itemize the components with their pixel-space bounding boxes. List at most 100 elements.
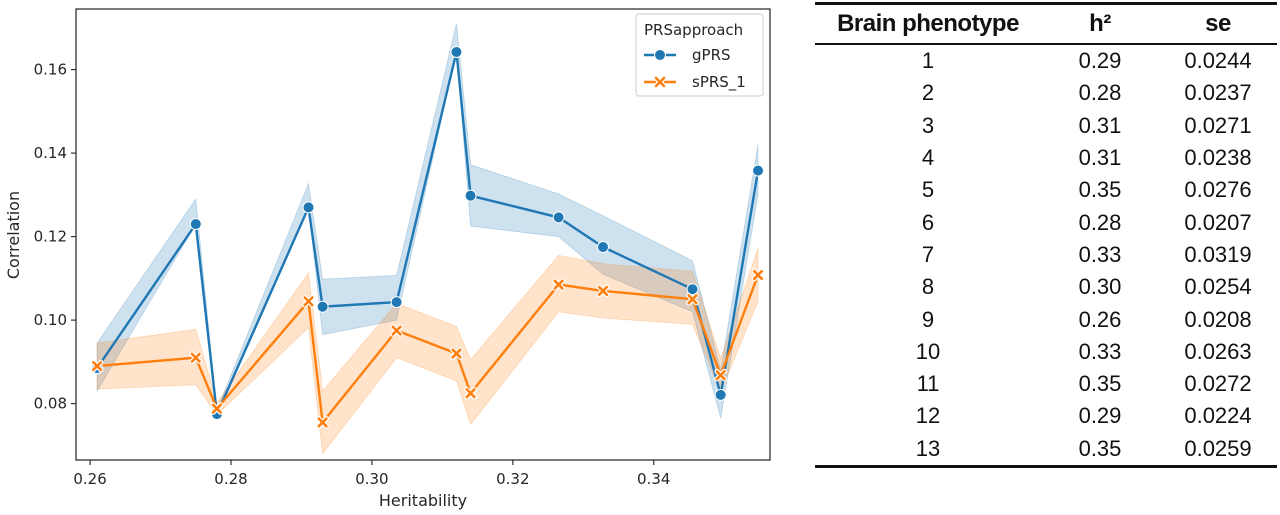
x-tick-label: 0.26 <box>73 470 106 488</box>
cell-se: 0.0207 <box>1184 209 1252 235</box>
line-chart: 0.26 0.28 0.30 0.32 0.34 0.08 0.10 0.12 0.14 0.1… <box>4 8 771 510</box>
cell-se: 0.0276 <box>1184 177 1252 203</box>
cell-se: 0.0259 <box>1184 435 1252 461</box>
data-point-sprs-1 <box>714 368 727 382</box>
data-point-sprs-1 <box>552 278 565 291</box>
cell-phenotype: 8 <box>921 274 935 300</box>
cell-se: 0.0238 <box>1184 145 1252 171</box>
cell-h2: 0.31 <box>1078 145 1122 171</box>
legend-box <box>635 13 764 97</box>
table-row: 4 0.31 0.0238 <box>815 142 1277 174</box>
cell-phenotype: 6 <box>921 209 935 235</box>
header-brain-phenotype: Brain phenotype <box>837 10 1019 37</box>
cell-phenotype: 13 <box>915 435 941 461</box>
y-tick-label: 0.14 <box>34 144 67 162</box>
data-point-sprs-1 <box>189 351 203 364</box>
cell-h2: 0.35 <box>1078 371 1122 397</box>
table-row: 9 0.26 0.0208 <box>815 303 1277 335</box>
cell-phenotype: 3 <box>921 112 935 138</box>
cell-h2: 0.29 <box>1078 48 1122 74</box>
legend-sprs-marker <box>653 75 667 89</box>
data-point-gprs <box>189 218 202 231</box>
data-point-sprs-1 <box>596 284 610 298</box>
legend-sprs-x-icon <box>653 75 667 89</box>
data-point-gprs <box>464 189 477 202</box>
table-header-row: Brain phenotype h² se <box>815 3 1277 44</box>
data-point-sprs-1 <box>450 347 463 360</box>
table-row: 13 0.35 0.0259 <box>815 433 1277 467</box>
cell-phenotype: 5 <box>921 177 935 203</box>
cell-se: 0.0254 <box>1184 274 1252 300</box>
cell-h2: 0.35 <box>1078 177 1122 203</box>
y-tick-label: 0.12 <box>34 228 67 246</box>
x-tick-label: 0.28 <box>214 470 247 488</box>
table-row: 11 0.35 0.0272 <box>815 368 1277 400</box>
table-row: 6 0.28 0.0207 <box>815 206 1277 238</box>
cell-h2: 0.28 <box>1078 209 1122 235</box>
cell-h2: 0.31 <box>1078 112 1122 138</box>
cell-se: 0.0271 <box>1184 112 1252 138</box>
cell-se: 0.0244 <box>1184 48 1252 74</box>
cell-h2: 0.28 <box>1078 80 1122 106</box>
y-axis-title: Correlation <box>4 191 23 279</box>
cell-h2: 0.33 <box>1078 241 1122 267</box>
table-row: 1 0.29 0.0244 <box>815 44 1277 77</box>
data-point-sprs-1 <box>210 402 224 415</box>
data-point-gprs <box>450 46 463 59</box>
legend-gprs-label: gPRS <box>692 46 731 64</box>
data-point-sprs-1 <box>316 416 329 429</box>
data-point-gprs <box>597 241 610 254</box>
data-point-gprs <box>714 388 727 401</box>
cell-se: 0.0263 <box>1184 338 1252 364</box>
cell-phenotype: 7 <box>921 241 935 267</box>
legend: PRSapproach gPRS sPRS_1 <box>635 13 764 97</box>
legend-title: PRSapproach <box>644 21 743 39</box>
cell-h2: 0.26 <box>1078 306 1122 332</box>
x-tick-label: 0.32 <box>496 470 529 488</box>
cell-se: 0.0319 <box>1184 241 1252 267</box>
cell-se: 0.0272 <box>1184 371 1252 397</box>
cell-se: 0.0237 <box>1184 80 1252 106</box>
table-row: 5 0.35 0.0276 <box>815 174 1277 206</box>
legend-gprs-marker <box>654 49 666 61</box>
x-tick-label: 0.34 <box>637 470 670 488</box>
table-row: 12 0.29 0.0224 <box>815 400 1277 432</box>
cell-phenotype: 1 <box>921 48 935 74</box>
data-point-sprs-1 <box>464 386 477 400</box>
legend-sprs-label: sPRS_1 <box>692 73 746 92</box>
cell-h2: 0.33 <box>1078 338 1122 364</box>
cell-h2: 0.29 <box>1078 403 1122 429</box>
table-row: 3 0.31 0.0271 <box>815 110 1277 142</box>
data-point-sprs-1 <box>390 324 403 337</box>
phenotype-table: Brain phenotype h² se 1 0.29 0.0244 2 0.28 0.… <box>815 2 1277 468</box>
x-axis-title: Heritability <box>379 491 467 510</box>
cell-h2: 0.35 <box>1078 435 1122 461</box>
table-row: 10 0.33 0.0263 <box>815 336 1277 368</box>
data-point-gprs <box>552 211 565 224</box>
data-point-gprs <box>302 201 315 214</box>
data-point-gprs <box>686 283 699 296</box>
data-point-gprs <box>316 300 329 313</box>
data-point-sprs-1 <box>686 292 699 306</box>
ci-band-sprs-1 <box>96 248 759 455</box>
heritability-table: Brain phenotype h² se 1 0.29 0.0244 2 0.28 0.… <box>815 2 1277 468</box>
cell-se: 0.0224 <box>1184 403 1252 429</box>
data-point-gprs <box>752 164 765 177</box>
data-point-gprs <box>390 296 403 309</box>
cell-phenotype: 11 <box>916 371 940 397</box>
table-row: 2 0.28 0.0237 <box>815 77 1277 109</box>
header-se: se <box>1205 10 1231 37</box>
y-tick-label: 0.08 <box>34 395 67 413</box>
table-row: 8 0.30 0.0254 <box>815 271 1277 303</box>
cell-phenotype: 12 <box>915 403 941 429</box>
data-point-sprs-1 <box>751 268 765 282</box>
table-row: 7 0.33 0.0319 <box>815 239 1277 271</box>
header-h2: h² <box>1089 10 1111 37</box>
y-tick-label: 0.16 <box>34 61 67 79</box>
cell-phenotype: 9 <box>921 306 935 332</box>
cell-se: 0.0208 <box>1184 306 1252 332</box>
data-point-sprs-1 <box>90 359 104 373</box>
cell-phenotype: 2 <box>921 80 935 106</box>
data-point-sprs-1 <box>302 295 315 308</box>
ci-band-gprs <box>96 23 759 419</box>
